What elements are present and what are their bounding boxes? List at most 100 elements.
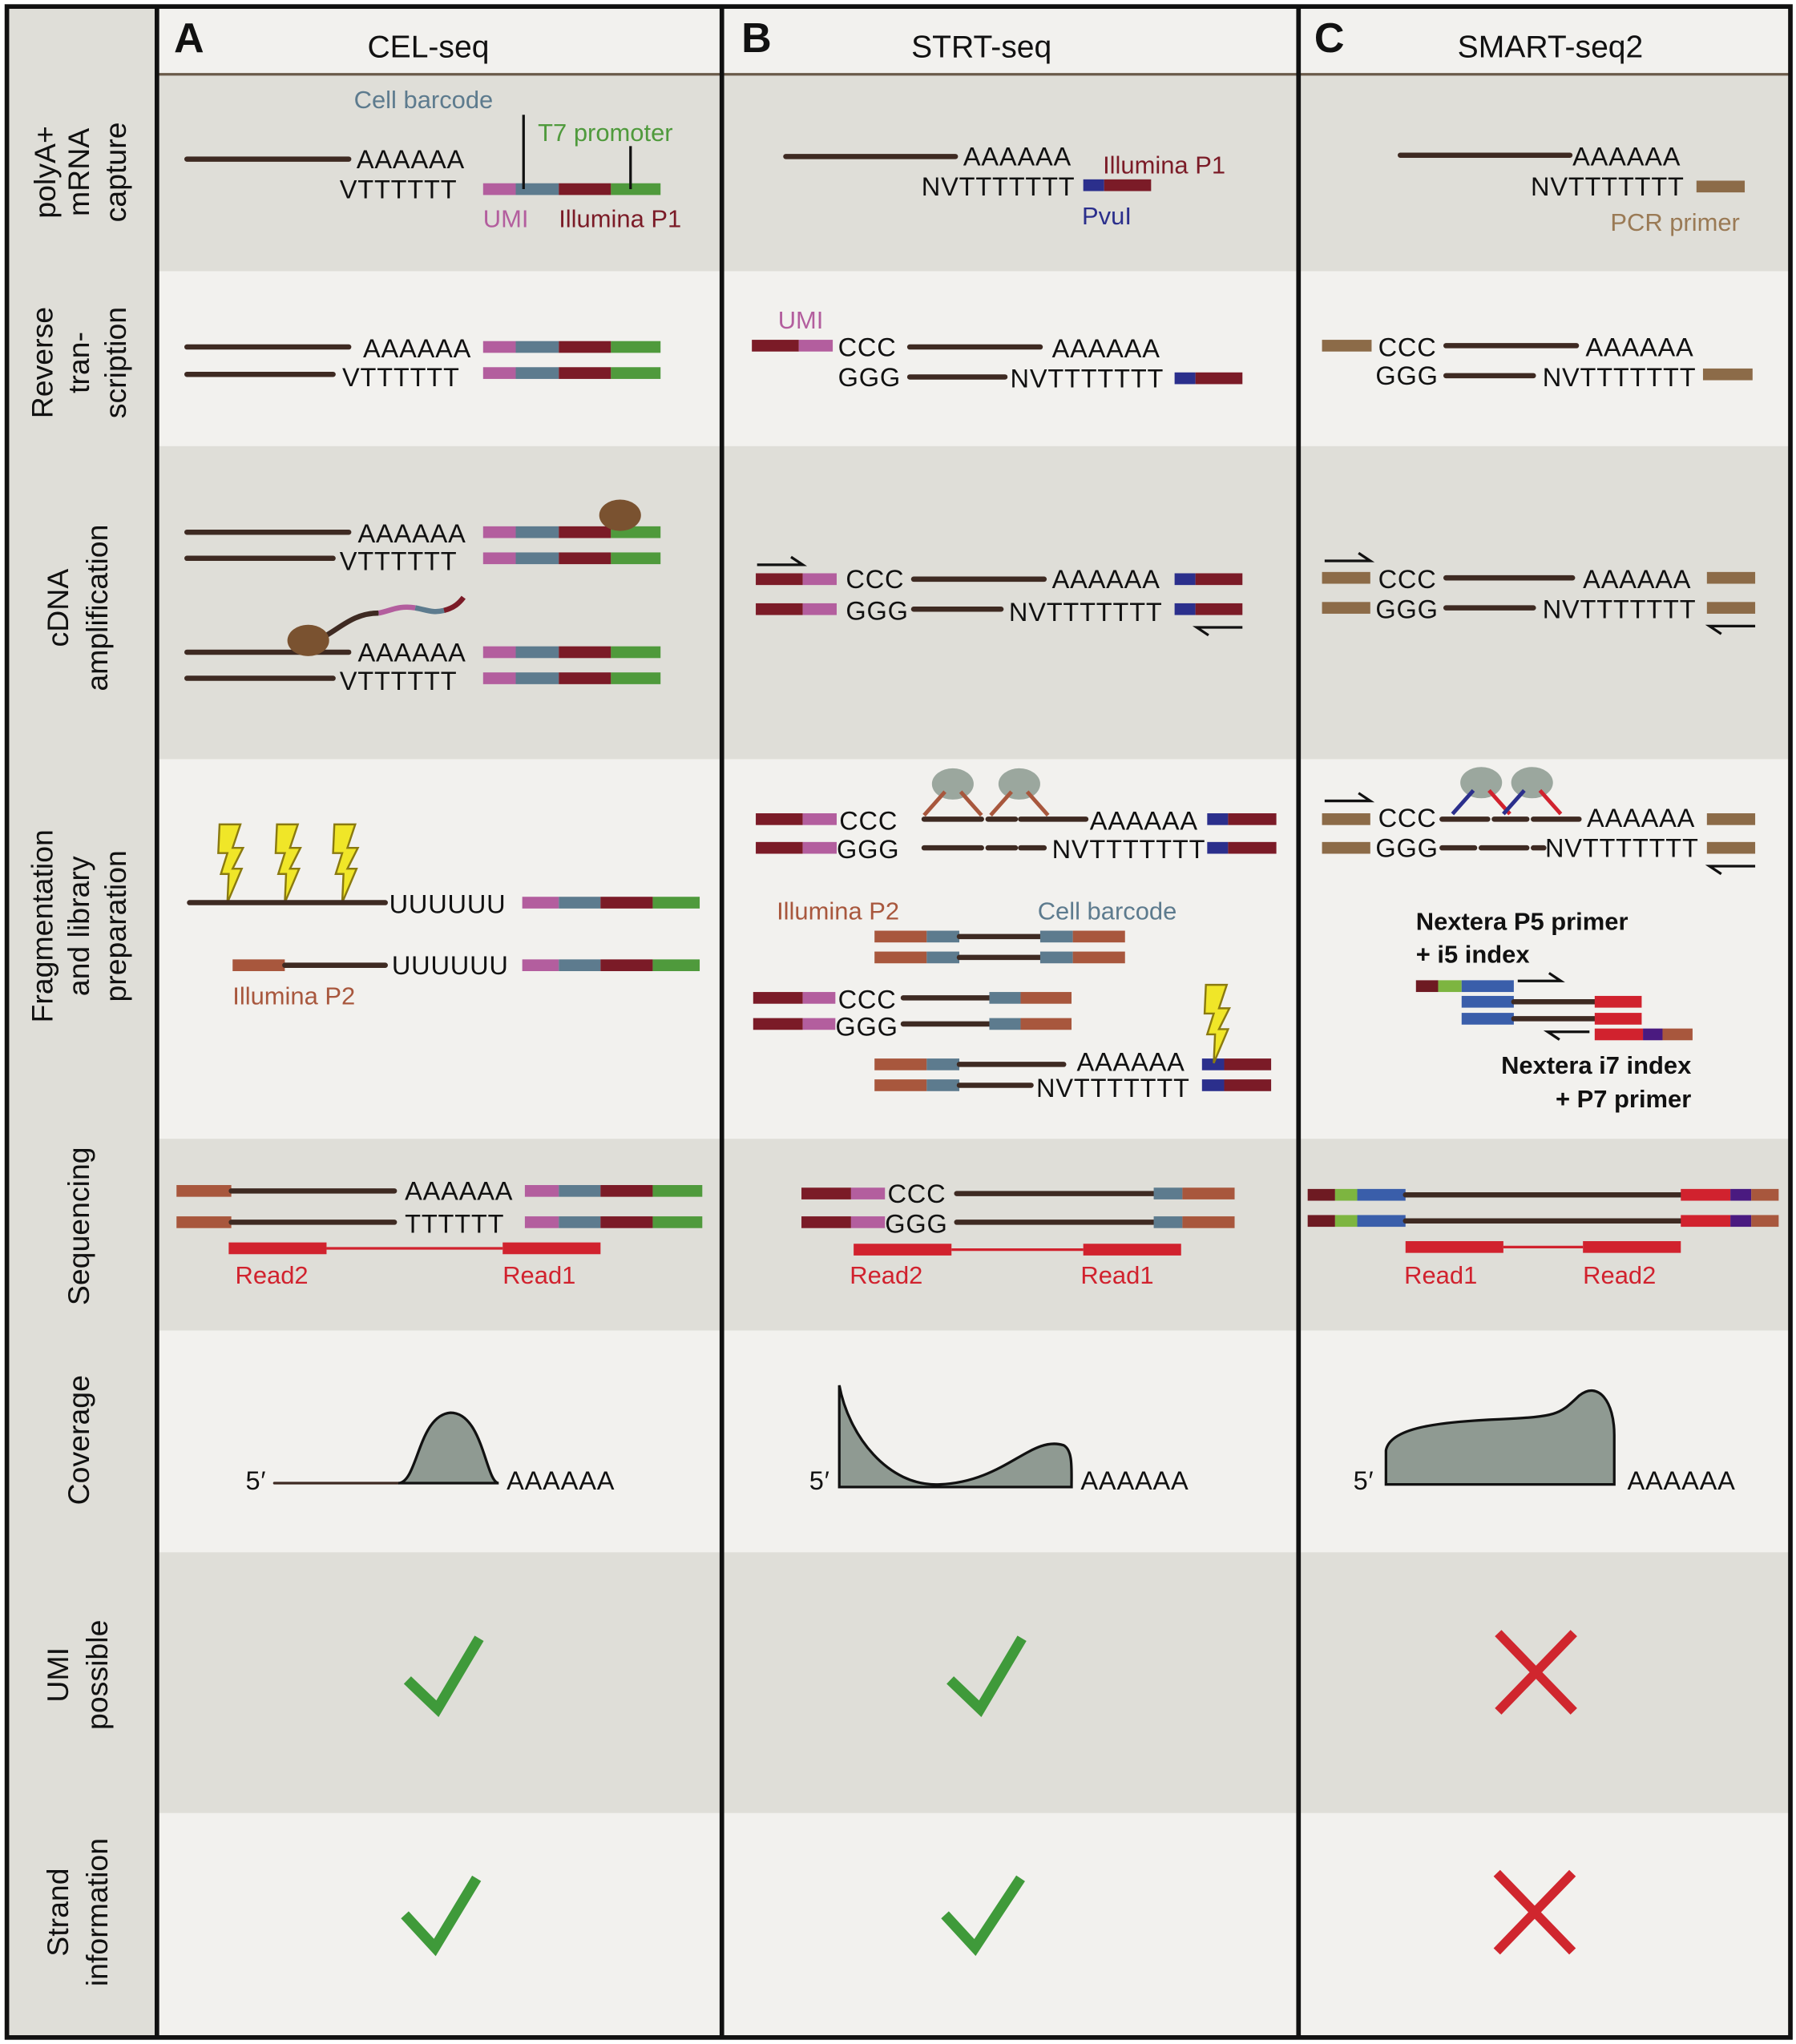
row-label-line: Fragmentation bbox=[26, 829, 59, 1022]
row-background bbox=[6, 1139, 1791, 1331]
primer-arrow-right-icon bbox=[1517, 972, 1565, 982]
p5-adapter-segment bbox=[1415, 980, 1439, 993]
illumina-p2-segment bbox=[1182, 1216, 1235, 1228]
read2-label: Read2 bbox=[236, 1261, 309, 1289]
pcr-primer-segment bbox=[1706, 602, 1756, 614]
t7-promoter-segment bbox=[611, 341, 661, 353]
row-label-line: cDNA bbox=[41, 569, 75, 647]
umi-segment bbox=[802, 841, 837, 854]
poly-a-seq: AAAAAA bbox=[1052, 565, 1160, 594]
illumina-p2-label: Illumina P2 bbox=[232, 982, 355, 1010]
cell-barcode-label: Cell barcode bbox=[1038, 897, 1177, 925]
poly-a-seq: AAAAAA bbox=[1587, 804, 1695, 833]
poly-a-seq: AAAAAA bbox=[363, 334, 471, 363]
read-bar bbox=[1083, 1244, 1181, 1256]
illumina-p2-segment bbox=[874, 1058, 927, 1070]
cross-icon bbox=[1495, 1630, 1577, 1715]
cell-barcode-segment bbox=[926, 1058, 960, 1070]
illumina-p1-segment bbox=[756, 841, 803, 854]
cell-barcode-segment bbox=[559, 1216, 601, 1228]
row-label-line: Strand bbox=[41, 1868, 75, 1956]
cell-barcode-segment bbox=[515, 552, 559, 565]
illumina-p1-segment bbox=[1228, 841, 1277, 854]
read1-label: Read1 bbox=[1404, 1261, 1477, 1289]
cell-barcode-segment bbox=[515, 646, 559, 659]
read1-label: Read1 bbox=[502, 1261, 575, 1289]
arna-transcript bbox=[325, 610, 379, 638]
cell-barcode-segment bbox=[515, 367, 559, 379]
column-letter-c: C bbox=[1314, 15, 1345, 62]
nextera-p5-label: Nextera P5 primer bbox=[1416, 908, 1629, 936]
read-bar bbox=[1594, 1013, 1642, 1025]
adapter-leg bbox=[1451, 788, 1475, 816]
five-prime-label: 5′ bbox=[809, 1466, 830, 1495]
illumina-p2-segment bbox=[1751, 1188, 1779, 1201]
oligo-t-seq: VTTTTTT bbox=[340, 175, 458, 204]
lightning-bolt-icon bbox=[1203, 983, 1231, 1064]
read-bar bbox=[228, 1242, 327, 1255]
t7-promoter-label: T7 promoter bbox=[538, 119, 672, 147]
pvui-label: PvuI bbox=[1082, 202, 1132, 230]
illumina-p1-segment bbox=[1104, 179, 1152, 191]
checkmark-icon bbox=[941, 1875, 1025, 1957]
coverage-curve bbox=[837, 1385, 1073, 1489]
pcr-primer-segment bbox=[1322, 841, 1370, 854]
cell-barcode-segment bbox=[926, 930, 960, 943]
lightning-bolt-icon bbox=[332, 823, 360, 904]
umi-segment bbox=[802, 1018, 836, 1030]
poly-a-seq: AAAAAA bbox=[1052, 334, 1160, 363]
illumina-p1-segment bbox=[756, 813, 803, 825]
read2-label: Read2 bbox=[850, 1261, 922, 1289]
cell-barcode-segment bbox=[1153, 1187, 1183, 1199]
adapter-leg bbox=[989, 790, 1013, 817]
column-letter-b: B bbox=[741, 15, 772, 62]
cell-barcode-segment bbox=[559, 1184, 601, 1197]
pvui-segment bbox=[1174, 372, 1196, 385]
primer-arrow-right-icon bbox=[1324, 551, 1375, 562]
outer-border bbox=[4, 4, 1793, 2040]
illumina-p1-segment bbox=[1224, 1058, 1272, 1070]
primer-arrow-left-icon bbox=[1543, 1030, 1590, 1041]
nv-oligo-t-seq: NVTTTTTTT bbox=[1531, 172, 1685, 201]
row-label-line: amplification bbox=[80, 525, 114, 691]
illumina-p2-segment bbox=[1751, 1215, 1779, 1228]
poly-a-seq: AAAAAA bbox=[1090, 806, 1198, 835]
column-letter-a: A bbox=[174, 15, 204, 62]
i7-index-segment bbox=[1643, 1028, 1663, 1041]
illumina-p2-segment bbox=[232, 959, 285, 972]
ggg-seq: GGG bbox=[1375, 595, 1438, 624]
column-title-cel-seq: CEL-seq bbox=[367, 30, 489, 65]
illumina-p1-segment bbox=[559, 672, 611, 684]
nextera-p5-segment bbox=[1357, 1215, 1406, 1228]
illumina-p1-segment bbox=[1195, 372, 1243, 385]
umi-segment bbox=[802, 603, 837, 615]
poly-a-seq: AAAAAA bbox=[357, 145, 465, 174]
umi-segment bbox=[482, 183, 516, 196]
diagram-shapes bbox=[176, 115, 1779, 1957]
umi-segment bbox=[850, 1187, 886, 1199]
i5-index-segment bbox=[1334, 1215, 1358, 1228]
cell-barcode-segment bbox=[515, 526, 559, 538]
row-background bbox=[6, 271, 1791, 446]
cell-barcode-segment bbox=[926, 951, 960, 964]
row-background bbox=[6, 6, 1791, 75]
pvui-segment bbox=[1174, 603, 1196, 615]
row-label-line: Reverse bbox=[26, 307, 59, 418]
i7-index-segment bbox=[1730, 1215, 1752, 1228]
read-bar bbox=[1583, 1240, 1681, 1253]
illumina-p1-segment bbox=[559, 552, 611, 565]
read-bar bbox=[1681, 1188, 1731, 1201]
illumina-p1-segment bbox=[559, 183, 611, 196]
ccc-seq: CCC bbox=[838, 333, 897, 361]
illumina-p1-segment bbox=[559, 367, 611, 379]
cell-barcode-segment bbox=[515, 672, 559, 684]
cell-barcode-segment bbox=[1153, 1216, 1183, 1228]
five-prime-label: 5′ bbox=[1354, 1466, 1374, 1495]
illumina-p1-label: Illumina P1 bbox=[1103, 151, 1225, 179]
row-label-line: UMI bbox=[41, 1647, 75, 1703]
coverage-curve bbox=[1384, 1389, 1616, 1486]
illumina-p2-segment bbox=[874, 1079, 927, 1091]
cell-barcode-segment bbox=[559, 897, 601, 909]
t7-rna-polymerase-icon bbox=[599, 499, 641, 531]
transposase-icon bbox=[998, 768, 1040, 800]
